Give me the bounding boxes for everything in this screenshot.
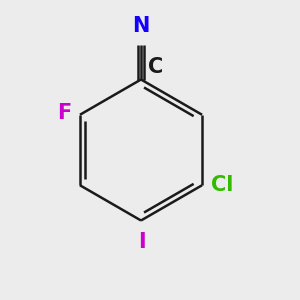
- Text: N: N: [132, 16, 150, 36]
- Text: C: C: [148, 57, 163, 77]
- Text: I: I: [138, 232, 146, 252]
- Text: F: F: [57, 103, 71, 123]
- Text: Cl: Cl: [211, 175, 233, 195]
